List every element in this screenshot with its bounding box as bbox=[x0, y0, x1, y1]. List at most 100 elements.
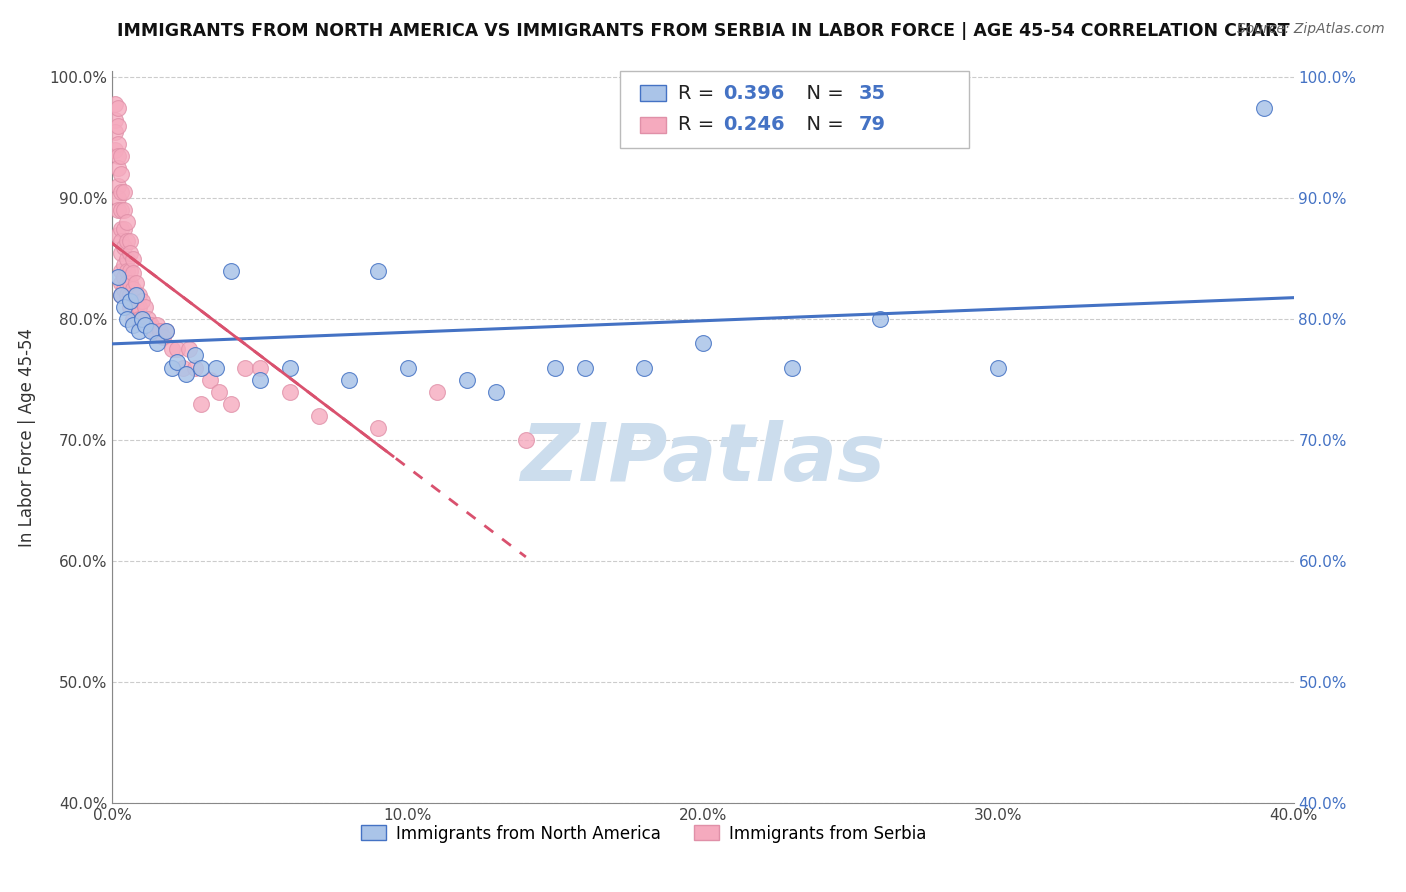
Point bbox=[574, 360, 596, 375]
Point bbox=[780, 360, 803, 375]
Bar bbox=[640, 117, 666, 133]
Point bbox=[515, 433, 537, 447]
Point bbox=[367, 264, 389, 278]
Bar bbox=[640, 86, 666, 102]
Text: ZIPatlas: ZIPatlas bbox=[520, 420, 886, 498]
Point bbox=[208, 384, 231, 399]
Point bbox=[219, 397, 242, 411]
Text: 0.396: 0.396 bbox=[723, 84, 785, 103]
Point bbox=[146, 318, 169, 333]
Point bbox=[426, 384, 449, 399]
Point bbox=[104, 97, 127, 112]
Point bbox=[184, 360, 207, 375]
Point bbox=[122, 252, 145, 266]
Point bbox=[155, 324, 177, 338]
Point bbox=[190, 360, 212, 375]
Point bbox=[110, 288, 132, 302]
Point bbox=[544, 360, 567, 375]
Point bbox=[107, 101, 129, 115]
Point bbox=[633, 360, 655, 375]
Point bbox=[155, 324, 177, 338]
Point bbox=[112, 240, 135, 254]
Point bbox=[110, 149, 132, 163]
Point bbox=[166, 354, 188, 368]
Point bbox=[134, 318, 156, 333]
Point bbox=[120, 245, 142, 260]
Point bbox=[134, 300, 156, 314]
Point bbox=[110, 264, 132, 278]
Point bbox=[149, 324, 172, 338]
Point bbox=[485, 384, 508, 399]
Point bbox=[125, 300, 148, 314]
Point bbox=[117, 288, 138, 302]
Point bbox=[104, 112, 127, 127]
Point bbox=[869, 312, 891, 326]
Point bbox=[190, 397, 212, 411]
Point bbox=[107, 227, 129, 242]
Point bbox=[692, 336, 714, 351]
Point bbox=[142, 324, 165, 338]
Point bbox=[120, 300, 142, 314]
Text: 35: 35 bbox=[859, 84, 886, 103]
Point bbox=[107, 136, 129, 151]
Point bbox=[987, 360, 1010, 375]
Text: IMMIGRANTS FROM NORTH AMERICA VS IMMIGRANTS FROM SERBIA IN LABOR FORCE | AGE 45-: IMMIGRANTS FROM NORTH AMERICA VS IMMIGRA… bbox=[117, 22, 1289, 40]
Y-axis label: In Labor Force | Age 45-54: In Labor Force | Age 45-54 bbox=[18, 327, 35, 547]
Text: N =: N = bbox=[794, 84, 851, 103]
Point bbox=[146, 336, 169, 351]
Point bbox=[205, 360, 228, 375]
Point bbox=[110, 234, 132, 248]
Point bbox=[1253, 101, 1275, 115]
Point bbox=[120, 294, 142, 309]
Text: R =: R = bbox=[678, 84, 721, 103]
Point bbox=[136, 312, 159, 326]
Point bbox=[107, 119, 129, 133]
Point bbox=[107, 203, 129, 218]
Legend: Immigrants from North America, Immigrants from Serbia: Immigrants from North America, Immigrant… bbox=[354, 818, 934, 849]
Point bbox=[110, 288, 132, 302]
Point bbox=[125, 276, 148, 290]
Point bbox=[160, 343, 183, 357]
Point bbox=[110, 167, 132, 181]
Point bbox=[456, 373, 478, 387]
Point bbox=[179, 343, 201, 357]
Point bbox=[110, 186, 132, 200]
Point bbox=[122, 318, 145, 333]
Text: 79: 79 bbox=[859, 115, 886, 135]
Point bbox=[122, 282, 145, 296]
Point bbox=[249, 373, 271, 387]
Point bbox=[117, 276, 138, 290]
Point bbox=[120, 264, 142, 278]
FancyBboxPatch shape bbox=[620, 71, 969, 148]
Point bbox=[278, 384, 301, 399]
Point bbox=[160, 360, 183, 375]
Point bbox=[112, 186, 135, 200]
Point bbox=[112, 269, 135, 284]
Point bbox=[110, 221, 132, 235]
Point bbox=[128, 324, 150, 338]
Point bbox=[125, 288, 148, 302]
Point bbox=[131, 312, 153, 326]
Point bbox=[128, 288, 150, 302]
Point bbox=[166, 343, 188, 357]
Point bbox=[107, 179, 129, 194]
Point bbox=[122, 312, 145, 326]
Point bbox=[396, 360, 419, 375]
Point bbox=[110, 276, 132, 290]
Point bbox=[112, 300, 135, 314]
Point bbox=[112, 258, 135, 272]
Point bbox=[278, 360, 301, 375]
Point bbox=[107, 191, 129, 205]
Point bbox=[112, 221, 135, 235]
Point bbox=[117, 312, 138, 326]
Point bbox=[110, 203, 132, 218]
Point bbox=[219, 264, 242, 278]
Point bbox=[107, 161, 129, 175]
Point bbox=[128, 300, 150, 314]
Point bbox=[117, 234, 138, 248]
Point bbox=[128, 312, 150, 326]
Point bbox=[367, 421, 389, 435]
Point bbox=[139, 324, 162, 338]
Point bbox=[104, 143, 127, 157]
Point bbox=[139, 318, 162, 333]
